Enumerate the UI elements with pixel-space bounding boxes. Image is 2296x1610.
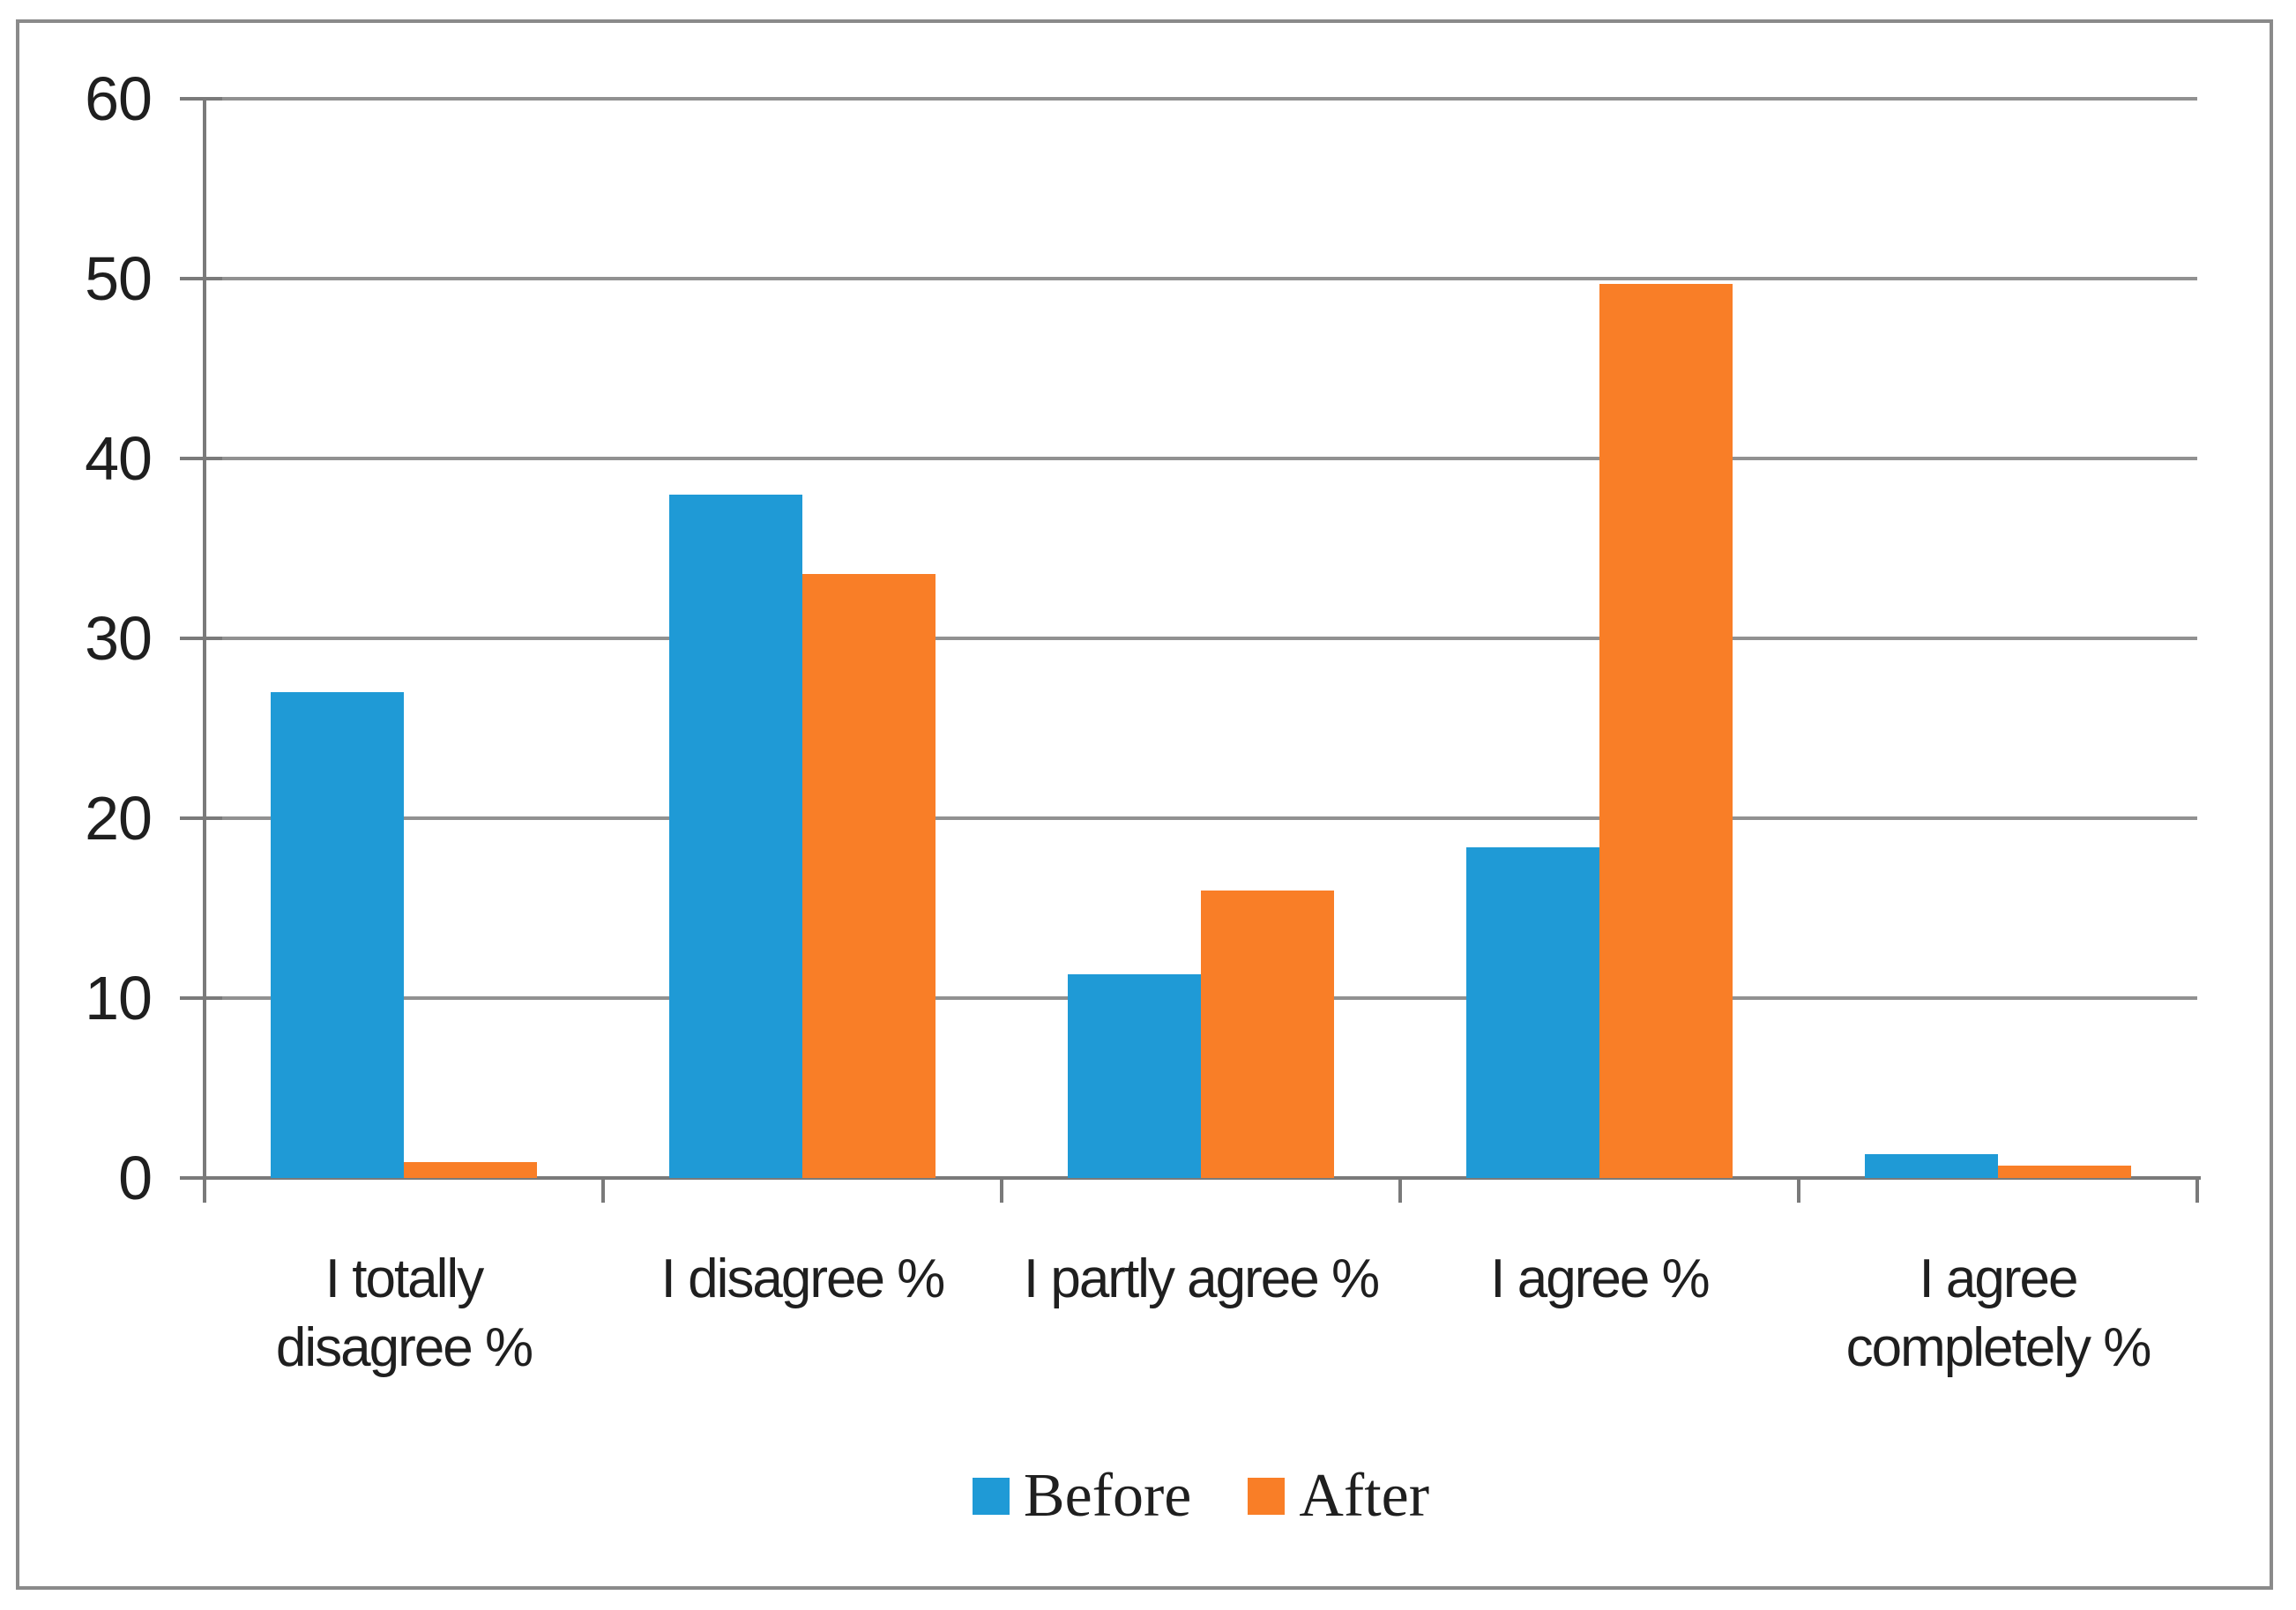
category-label-4: I agree completely % xyxy=(1845,1248,2152,1379)
bar-before-3 xyxy=(1466,846,1599,1178)
y-axis-label-0: 0 xyxy=(118,1144,153,1212)
y-axis-label-30: 30 xyxy=(85,604,153,673)
gridline-50 xyxy=(205,277,2197,280)
y-axis-label-20: 20 xyxy=(85,784,153,853)
y-tick-50 xyxy=(180,277,222,280)
y-tick-10 xyxy=(180,996,222,1000)
x-tick-5 xyxy=(2195,1180,2199,1203)
category-label-1: I disagree % xyxy=(660,1248,946,1309)
legend-item-after: After xyxy=(1248,1465,1429,1527)
gridline-60 xyxy=(205,97,2197,101)
bar-after-4 xyxy=(1998,1165,2131,1178)
category-label-2: I partly agree % xyxy=(1023,1248,1380,1309)
bar-after-1 xyxy=(802,573,936,1178)
category-label-3: I agree % xyxy=(1490,1248,1710,1309)
bar-before-1 xyxy=(669,494,802,1178)
gridline-20 xyxy=(205,816,2197,820)
legend-label-before: Before xyxy=(1023,1462,1192,1530)
x-tick-4 xyxy=(1797,1180,1800,1203)
gridline-40 xyxy=(205,457,2197,460)
legend-swatch-before-icon xyxy=(972,1478,1010,1515)
y-axis-line xyxy=(203,99,206,1203)
bar-before-4 xyxy=(1865,1154,1998,1178)
category-label-0: I totally disagree % xyxy=(275,1248,533,1379)
x-tick-1 xyxy=(601,1180,605,1203)
chart-frame: 0 10 20 30 40 50 60 I totally disagree % I disa… xyxy=(16,19,2273,1590)
y-axis-label-10: 10 xyxy=(85,964,153,1032)
y-axis-label-60: 60 xyxy=(85,64,153,133)
x-tick-3 xyxy=(1398,1180,1402,1203)
bar-after-3 xyxy=(1599,284,1733,1178)
gridline-30 xyxy=(205,637,2197,640)
x-axis-line xyxy=(203,1176,2201,1180)
y-axis-label-40: 40 xyxy=(85,424,153,493)
x-tick-2 xyxy=(1000,1180,1003,1203)
legend-label-after: After xyxy=(1299,1462,1430,1530)
y-tick-30 xyxy=(180,637,222,640)
legend-item-before: Before xyxy=(972,1462,1192,1530)
y-tick-20 xyxy=(180,816,222,820)
legend-swatch-after-icon xyxy=(1248,1478,1286,1515)
bar-before-2 xyxy=(1068,974,1201,1178)
x-tick-0 xyxy=(203,1180,206,1203)
plot-area xyxy=(205,97,2197,1178)
bar-after-0 xyxy=(404,1161,537,1178)
bar-before-0 xyxy=(271,692,404,1178)
y-tick-0 xyxy=(180,1176,222,1180)
y-axis-label-50: 50 xyxy=(85,244,153,313)
legend: Before After xyxy=(205,1458,2197,1534)
y-tick-40 xyxy=(180,457,222,460)
bar-after-2 xyxy=(1201,890,1334,1178)
y-tick-60 xyxy=(180,97,222,101)
